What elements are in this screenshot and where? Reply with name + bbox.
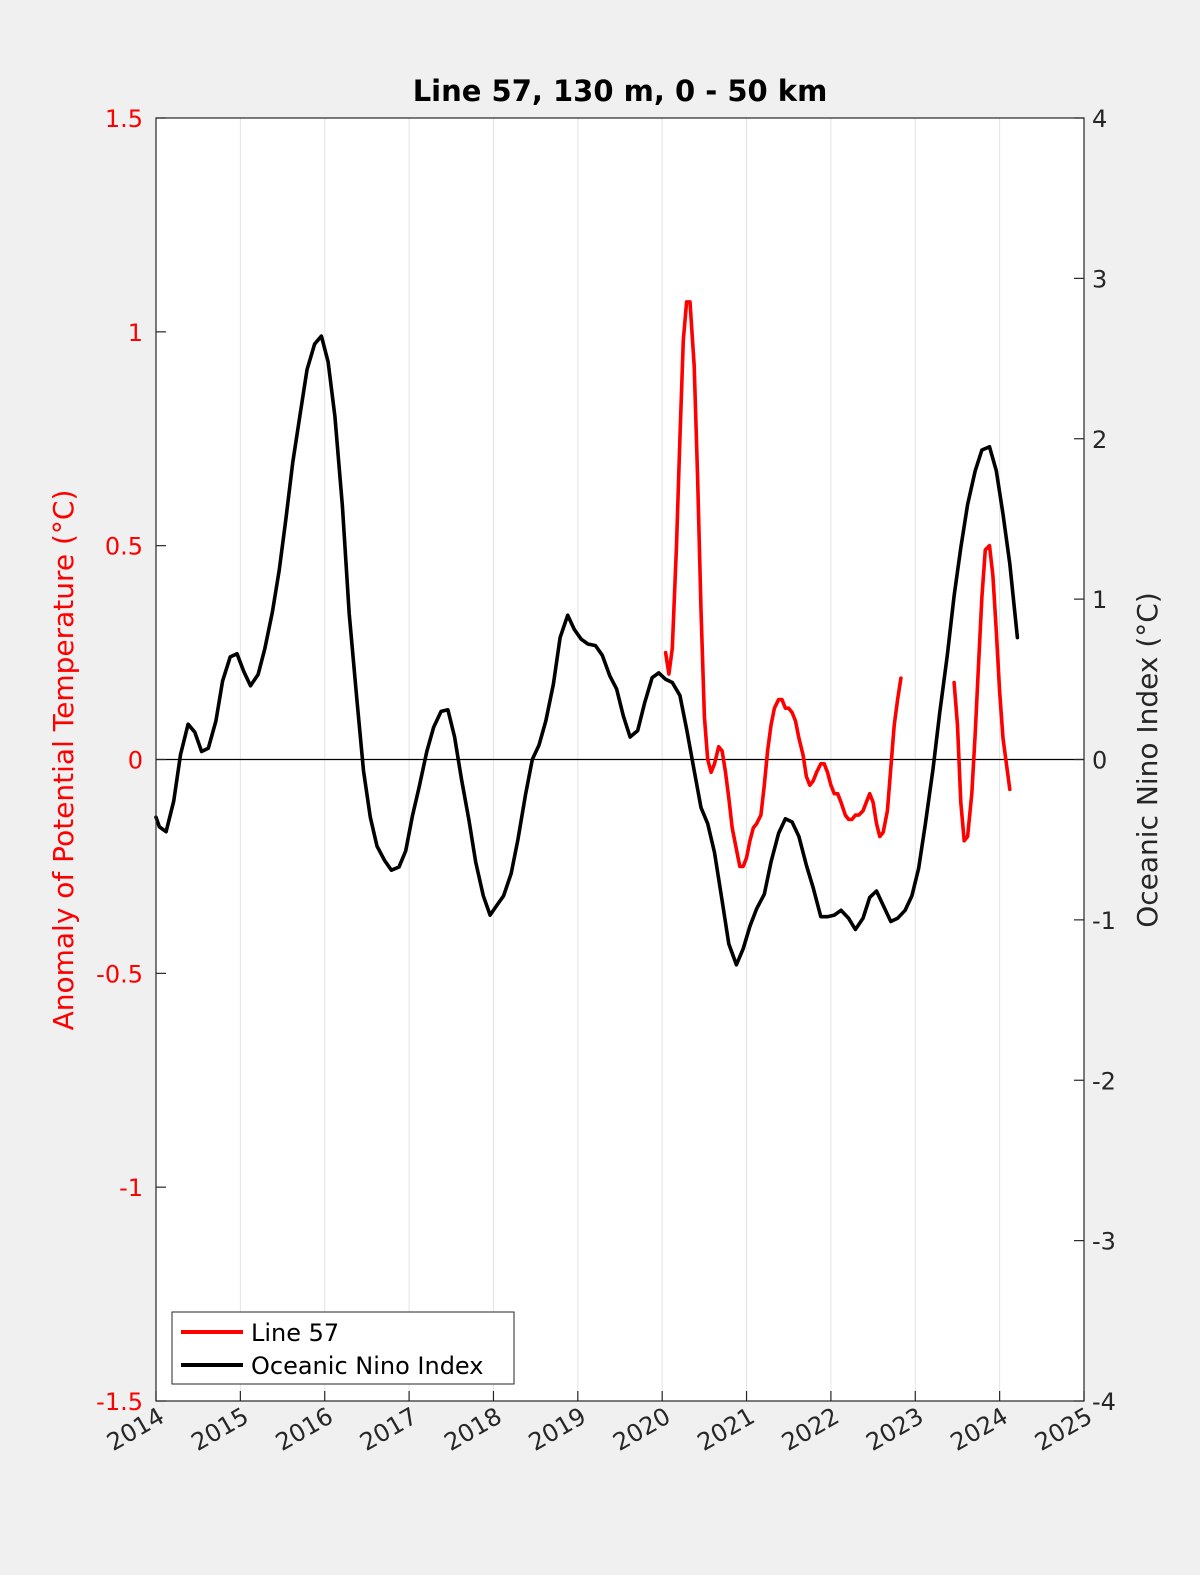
y-tick-label-right: 2 xyxy=(1092,426,1107,454)
y-tick-label-right: 3 xyxy=(1092,265,1107,293)
chart-title: Line 57, 130 m, 0 - 50 km xyxy=(413,74,828,108)
legend-box xyxy=(171,1311,515,1385)
series-line-oceanic-nino-index xyxy=(154,334,1020,967)
y-axis-label-right: Oceanic Nino Index (°C) xyxy=(1131,592,1164,928)
legend: Line 57 Oceanic Nino Index xyxy=(171,1311,515,1385)
legend-label-line57: Line 57 xyxy=(251,1319,339,1347)
y-tick-label-right: -1 xyxy=(1092,907,1116,935)
y-tick-label-right: 1 xyxy=(1092,586,1107,614)
y-tick-label-right: -2 xyxy=(1092,1067,1116,1095)
y-tick-label-right: 4 xyxy=(1092,105,1107,133)
series-layer xyxy=(154,300,1020,967)
y-tick-label-left: 0.5 xyxy=(105,533,143,561)
y-tick-label-left: -0.5 xyxy=(96,960,143,988)
y-tick-label-right: -4 xyxy=(1092,1388,1116,1416)
y-tick-label-left: -1 xyxy=(119,1174,143,1202)
right-axis: -4 -3 -2 -1 0 1 2 3 4 xyxy=(1074,105,1116,1416)
y-tick-label-right: -3 xyxy=(1092,1228,1116,1256)
y-tick-label-left: 0 xyxy=(128,747,143,775)
y-tick-label-left: 1.5 xyxy=(105,105,143,133)
series-line-line57-segment-1 xyxy=(663,300,903,869)
y-axis-label-left: Anomaly of Potential Temperature (°C) xyxy=(47,490,80,1031)
y-tick-label-left: -1.5 xyxy=(96,1388,143,1416)
legend-label-oni: Oceanic Nino Index xyxy=(251,1352,483,1380)
series-line-line57-segment-2 xyxy=(952,543,1012,843)
y-tick-label-left: 1 xyxy=(128,319,143,347)
y-tick-label-right: 0 xyxy=(1092,747,1107,775)
left-axis: -1.5 -1 -0.5 0 0.5 1 1.5 xyxy=(96,105,166,1416)
